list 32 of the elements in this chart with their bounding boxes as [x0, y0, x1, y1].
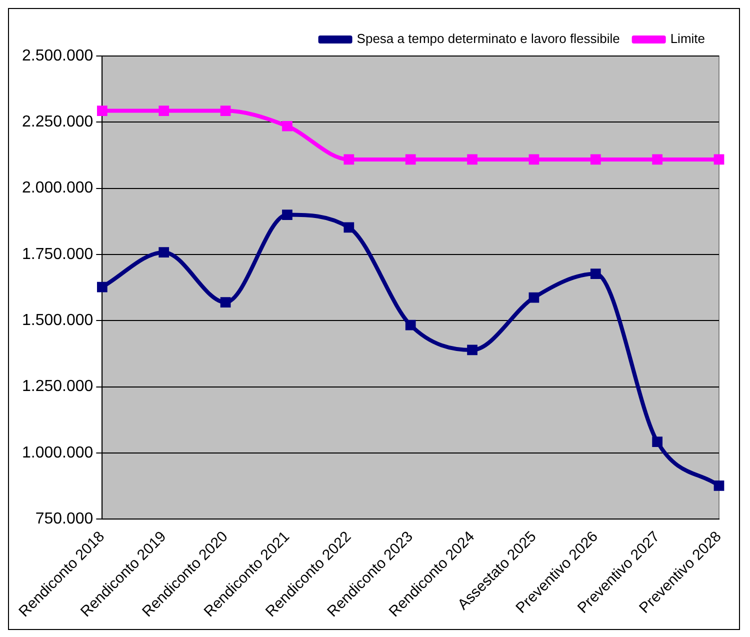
y-tick-label: 1.250.000 [22, 378, 94, 396]
y-tick-label: 2.000.000 [22, 180, 94, 197]
legend-label: Limite [670, 31, 706, 46]
point [158, 106, 170, 116]
y-tick-label: 1.500.000 [22, 312, 94, 330]
y-tick-label: 1.000.000 [22, 444, 94, 462]
point [344, 222, 354, 233]
point [282, 120, 292, 132]
point [282, 210, 292, 220]
point [405, 320, 416, 330]
y-tick-label: 2.250.000 [22, 114, 94, 131]
point [528, 292, 540, 303]
point [158, 247, 170, 258]
point [652, 436, 662, 447]
legend-label: Spesa a tempo determinato e lavoro flessibile [356, 31, 620, 46]
point [528, 154, 540, 165]
y-tick-label: 1.750.000 [22, 246, 94, 263]
point [97, 282, 108, 292]
point [344, 154, 354, 165]
point [590, 154, 601, 165]
y-tick-label: 750.000 [35, 510, 94, 528]
point [97, 106, 108, 116]
point [714, 154, 724, 165]
point [590, 268, 601, 279]
point [714, 480, 724, 491]
point [220, 297, 231, 308]
point [220, 106, 231, 116]
point [652, 154, 662, 165]
point [405, 154, 416, 165]
point [467, 344, 478, 356]
point [467, 154, 478, 165]
y-tick-label: 2.500.000 [22, 47, 94, 64]
